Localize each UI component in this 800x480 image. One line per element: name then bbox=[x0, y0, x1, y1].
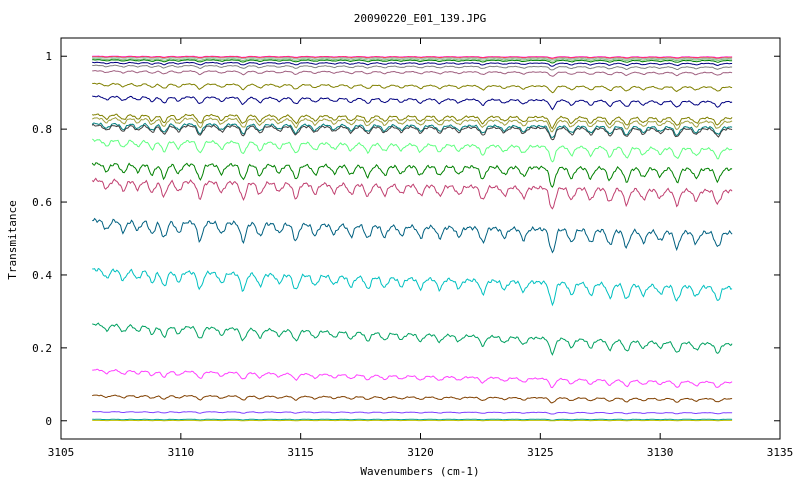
series-line bbox=[92, 58, 733, 62]
x-tick-label: 3130 bbox=[647, 446, 674, 459]
series-line bbox=[92, 64, 733, 71]
series-line bbox=[92, 82, 733, 94]
series-line bbox=[92, 95, 733, 111]
y-tick-label: 0.8 bbox=[32, 123, 52, 136]
series-line bbox=[92, 61, 733, 67]
x-tick-label: 3105 bbox=[48, 446, 75, 459]
x-tick-label: 3125 bbox=[527, 446, 554, 459]
series-line bbox=[91, 122, 733, 138]
series-line bbox=[92, 217, 733, 254]
series-line bbox=[91, 116, 733, 133]
series-line bbox=[92, 55, 733, 59]
x-tick-label: 3110 bbox=[168, 446, 195, 459]
x-tick-label: 3115 bbox=[287, 446, 314, 459]
y-axis: 0 0.2 0.4 0.6 0.8 1 bbox=[32, 50, 780, 428]
y-axis-label: Transmitance bbox=[6, 200, 19, 279]
series-line bbox=[92, 56, 733, 61]
series-line bbox=[91, 177, 733, 210]
x-axis: 3105 3110 3115 3120 3125 3130 3135 bbox=[48, 38, 794, 459]
series-line bbox=[92, 70, 733, 77]
series-line bbox=[92, 113, 733, 130]
y-tick-label: 0 bbox=[45, 415, 52, 428]
series-line bbox=[92, 322, 733, 356]
series-line bbox=[92, 59, 733, 64]
y-tick-label: 1 bbox=[45, 50, 52, 63]
series-layer bbox=[91, 55, 733, 422]
series-line bbox=[92, 410, 733, 415]
series-line bbox=[92, 418, 733, 421]
series-line bbox=[91, 123, 733, 141]
series-line bbox=[91, 162, 733, 188]
x-axis-label: Wavenumbers (cm-1) bbox=[360, 465, 479, 478]
x-tick-label: 3120 bbox=[407, 446, 434, 459]
y-tick-label: 0.2 bbox=[32, 342, 52, 355]
series-line bbox=[92, 267, 733, 307]
series-line bbox=[92, 394, 733, 404]
x-tick-label: 3135 bbox=[767, 446, 794, 459]
y-tick-label: 0.6 bbox=[32, 196, 52, 209]
chart-title: 20090220_E01_139.JPG bbox=[354, 12, 486, 25]
y-tick-label: 0.4 bbox=[32, 269, 52, 282]
series-line bbox=[91, 138, 733, 163]
series-line bbox=[92, 368, 733, 389]
